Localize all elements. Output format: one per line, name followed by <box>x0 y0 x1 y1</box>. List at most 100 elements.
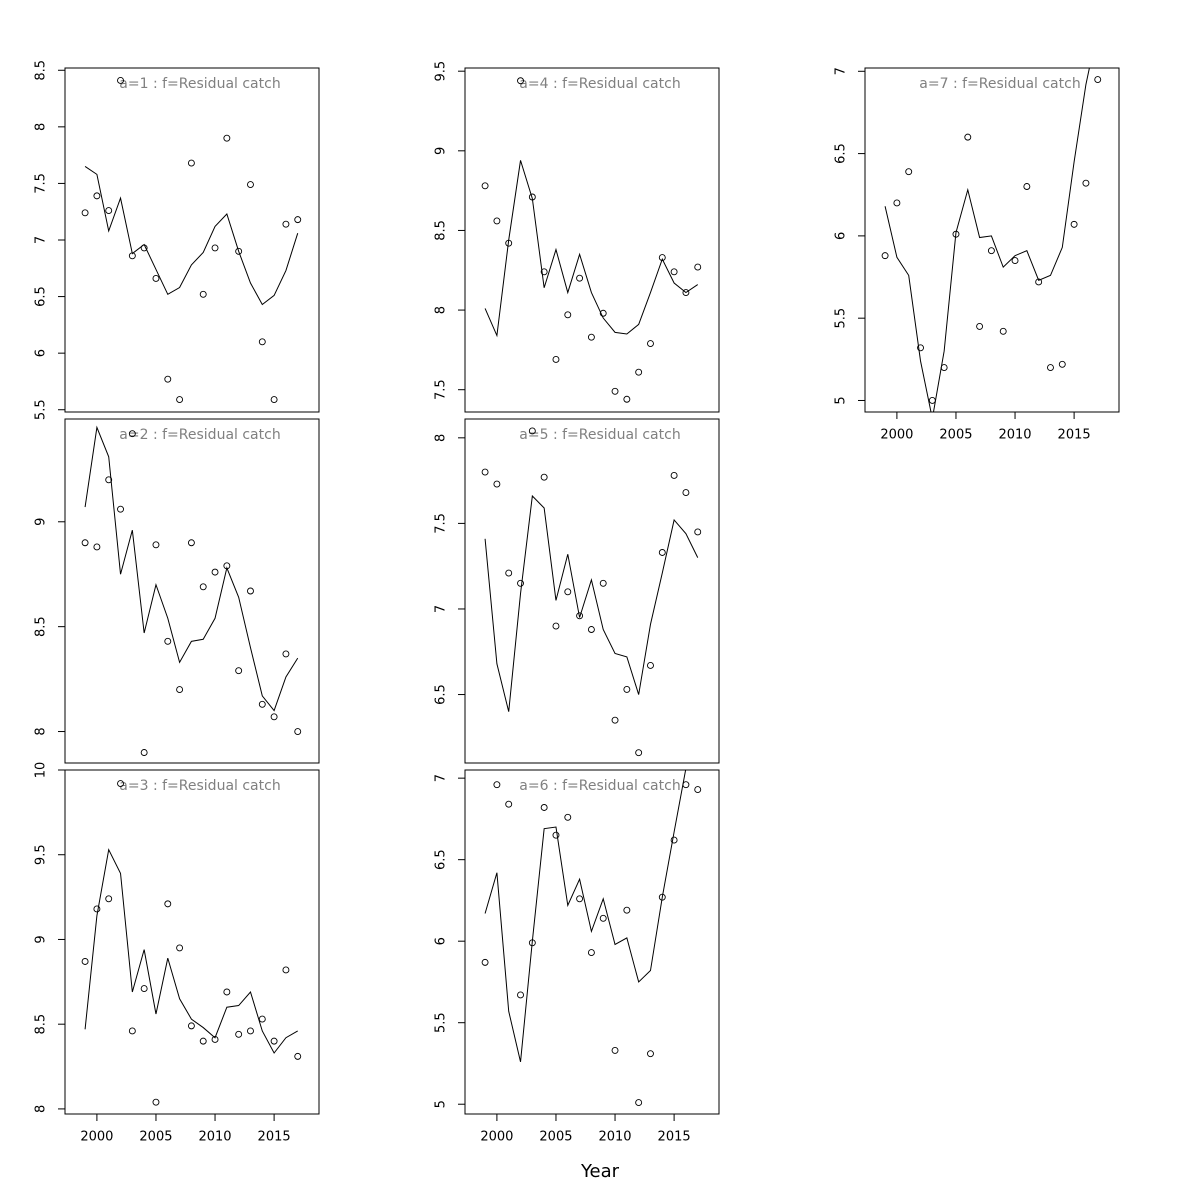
data-point <box>1035 278 1043 286</box>
data-point <box>505 239 513 247</box>
data-point <box>647 1050 654 1058</box>
data-point <box>528 939 536 947</box>
data-point <box>670 472 678 479</box>
data-point <box>917 344 924 352</box>
data-point <box>635 749 643 757</box>
data-point <box>223 988 231 996</box>
data-point <box>1011 257 1019 265</box>
data-point <box>694 263 702 271</box>
data-point <box>682 489 690 497</box>
plot-box <box>464 769 720 1115</box>
y-tick-label: 7 <box>434 605 449 613</box>
x-tick-label: 2000 <box>480 1130 513 1145</box>
data-point <box>1070 220 1078 228</box>
data-point <box>105 895 113 903</box>
data-point <box>1058 360 1066 368</box>
fitted-line <box>84 166 299 306</box>
data-point <box>117 780 124 788</box>
x-tick-label: 2015 <box>658 1130 691 1145</box>
data-point <box>247 181 254 189</box>
plot-area <box>481 770 702 1107</box>
y-tick-label: 9 <box>434 147 449 155</box>
fitted-line <box>484 770 687 1062</box>
data-point <box>294 1052 302 1060</box>
y-tick-label: 7 <box>834 67 849 75</box>
y-tick-label: 5.5 <box>434 1012 449 1033</box>
data-point <box>635 368 643 376</box>
y-tick-label: 6 <box>434 937 449 945</box>
data-point <box>164 375 172 383</box>
data-point <box>587 626 595 633</box>
y-tick-label: 8.5 <box>34 616 49 637</box>
panel: a=5 : f=Residual catch 6.5 7 7.5 8 <box>434 418 720 764</box>
panel: a=4 : f=Residual catch 7.5 8 8.5 9 9.5 <box>434 61 720 413</box>
data-point <box>235 1030 243 1038</box>
data-point <box>540 473 548 481</box>
x-tick-label: 2010 <box>198 1130 231 1145</box>
data-point <box>258 700 266 708</box>
data-point <box>587 333 595 341</box>
data-point <box>481 958 489 966</box>
data-point <box>128 1027 136 1035</box>
data-point <box>164 637 172 645</box>
data-point <box>294 216 302 224</box>
data-point <box>623 685 631 693</box>
data-point <box>223 562 231 570</box>
plot-area <box>481 77 702 403</box>
fitted-line <box>84 425 299 712</box>
data-point <box>176 686 184 694</box>
data-point <box>623 395 631 403</box>
data-point <box>199 290 207 298</box>
data-point <box>282 220 290 228</box>
y-tick-label: 8.5 <box>434 220 449 241</box>
data-point <box>564 588 572 596</box>
y-tick-label: 8.5 <box>34 60 49 81</box>
data-point <box>893 199 901 207</box>
data-point <box>528 427 536 435</box>
panel-title: a=7 : f=Residual catch <box>919 76 1080 92</box>
plot-box <box>64 418 320 764</box>
data-point <box>611 387 619 395</box>
y-tick-label: 6.5 <box>834 143 849 164</box>
data-point <box>140 985 148 993</box>
data-point <box>670 836 678 844</box>
plot-area <box>81 780 302 1106</box>
data-point <box>164 900 172 908</box>
data-point <box>647 661 654 669</box>
data-point <box>1023 183 1031 190</box>
data-point <box>599 309 607 317</box>
data-point <box>528 193 536 201</box>
data-point <box>211 568 219 576</box>
data-point <box>505 569 513 577</box>
panel-title: a=1 : f=Residual catch <box>119 76 280 92</box>
panel-title: a=2 : f=Residual catch <box>119 427 280 443</box>
data-point <box>540 804 548 811</box>
data-point <box>928 397 936 404</box>
plot-area <box>481 427 702 757</box>
data-point <box>1082 179 1090 187</box>
data-point <box>940 364 948 372</box>
y-tick-label: 7.5 <box>434 379 449 400</box>
y-tick-label: 8 <box>34 1105 49 1113</box>
data-point <box>93 905 101 913</box>
data-point <box>235 247 243 255</box>
data-point <box>105 207 113 215</box>
data-point <box>481 468 489 476</box>
x-tick-label: 2000 <box>880 428 913 443</box>
x-tick-label: 2010 <box>598 1130 631 1145</box>
plot-box <box>464 67 720 413</box>
plot-box <box>64 67 320 413</box>
data-point <box>540 268 548 276</box>
y-tick-label: 5.5 <box>34 399 49 420</box>
data-point <box>481 182 489 190</box>
data-point <box>1047 364 1054 372</box>
data-point <box>270 396 278 404</box>
data-point <box>658 254 666 261</box>
data-point <box>258 338 266 346</box>
data-point <box>517 77 524 85</box>
data-point <box>176 396 184 404</box>
data-point <box>105 476 113 484</box>
data-point <box>599 914 607 922</box>
x-tick-label: 2005 <box>939 428 972 443</box>
